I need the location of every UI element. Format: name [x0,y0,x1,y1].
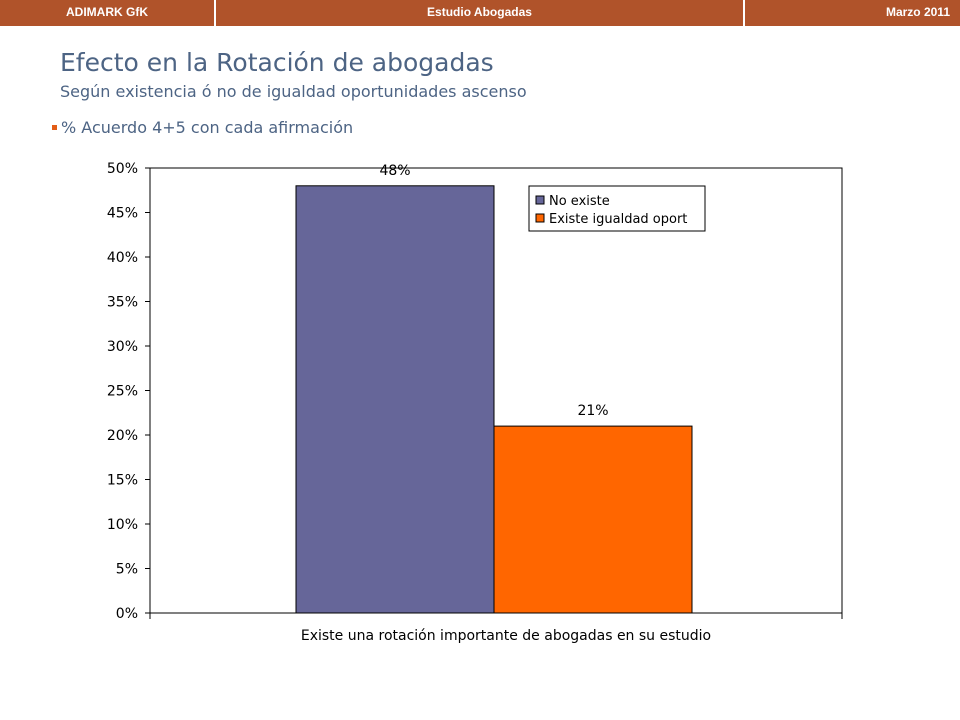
header-company: ADIMARK GfK [66,5,148,19]
header-date: Marzo 2011 [885,5,950,19]
bar [295,185,495,614]
y-tick-label: 15% [107,473,138,489]
legend-swatch [535,195,545,205]
y-tick-label: 50% [107,161,138,177]
bullet-line: % Acuerdo 4+5 con cada afirmación [52,118,353,138]
header-study: Estudio Abogadas [427,5,532,19]
page-title: Efecto en la Rotación de abogadas [60,48,494,77]
legend-label: Existe igualdad oport [549,212,687,227]
bar-value-label: 48% [379,163,410,179]
y-tick-label: 5% [116,562,138,578]
legend-box [528,185,706,232]
y-tick-label: 45% [107,206,138,222]
page-subtitle: Según existencia ó no de igualdad oportu… [60,82,527,101]
x-category-label: Existe una rotación importante de abogad… [301,628,711,644]
bar [493,425,693,614]
bullet-text: % Acuerdo 4+5 con cada afirmación [61,118,354,137]
legend-label: No existe [549,194,610,209]
bullet-icon [52,124,57,130]
y-tick-label: 0% [116,606,138,622]
header-separator [743,0,745,26]
y-tick-label: 30% [107,339,138,355]
header-bar: ADIMARK GfK Estudio Abogadas Marzo 2011 [0,0,960,26]
bar-value-label: 21% [577,403,608,419]
header-separator [214,0,216,26]
y-tick-label: 10% [107,517,138,533]
y-tick-label: 25% [107,384,138,400]
y-tick-label: 20% [107,428,138,444]
y-tick-label: 40% [107,250,138,266]
legend-swatch [535,213,545,223]
y-tick-label: 35% [107,295,138,311]
